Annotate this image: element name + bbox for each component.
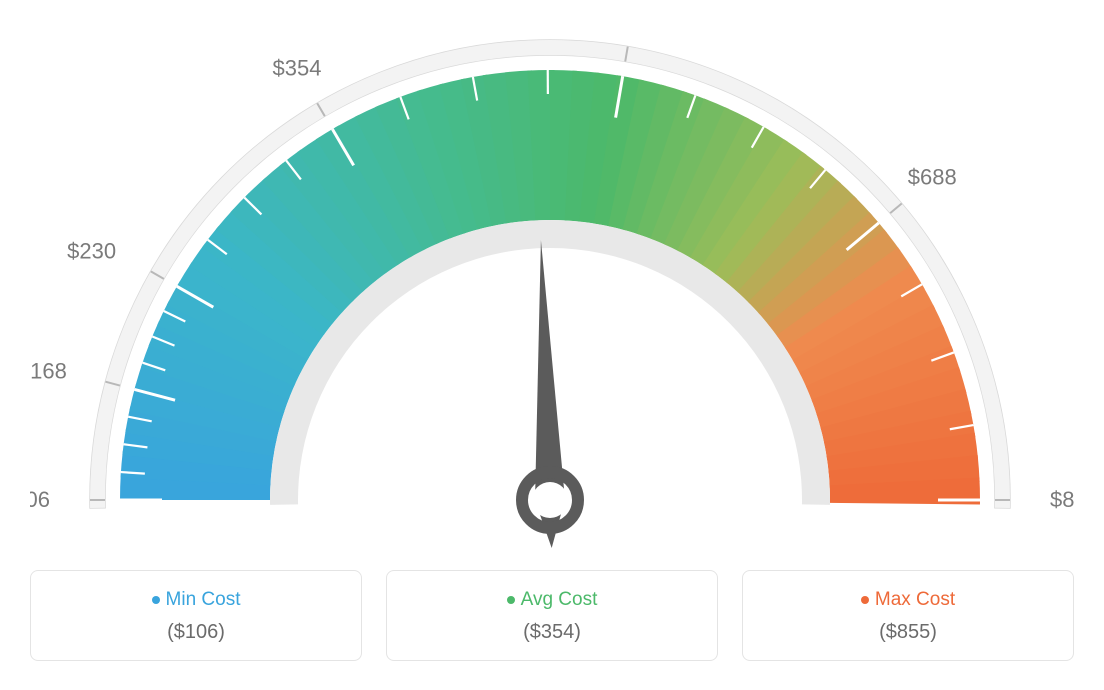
svg-text:$230: $230: [67, 239, 116, 264]
min-cost-card: Min Cost ($106): [30, 570, 362, 661]
min-cost-label-text: Min Cost: [166, 589, 241, 610]
min-dot-icon: [152, 596, 160, 604]
avg-dot-icon: [507, 596, 515, 604]
avg-cost-label-text: Avg Cost: [521, 589, 598, 610]
max-cost-card: Max Cost ($855): [742, 570, 1074, 661]
max-dot-icon: [861, 596, 869, 604]
max-cost-value: ($855): [753, 621, 1063, 644]
min-cost-label: Min Cost: [41, 589, 351, 611]
svg-text:$168: $168: [30, 358, 67, 383]
avg-cost-card: Avg Cost ($354): [386, 570, 718, 661]
svg-text:$354: $354: [273, 56, 322, 81]
cost-gauge-chart: $106$168$230$354$521$688$855 Min Cost ($…: [0, 0, 1104, 690]
svg-text:$855: $855: [1050, 487, 1074, 512]
svg-text:$106: $106: [30, 487, 50, 512]
max-cost-label: Max Cost: [753, 589, 1063, 611]
min-cost-value: ($106): [41, 621, 351, 644]
avg-cost-value: ($354): [397, 621, 707, 644]
max-cost-label-text: Max Cost: [875, 589, 955, 610]
avg-cost-label: Avg Cost: [397, 589, 707, 611]
svg-text:$688: $688: [908, 165, 957, 190]
summary-cards: Min Cost ($106) Avg Cost ($354) Max Cost…: [30, 570, 1074, 661]
gauge-svg: $106$168$230$354$521$688$855: [30, 20, 1074, 570]
gauge-wrap: $106$168$230$354$521$688$855: [30, 20, 1074, 570]
